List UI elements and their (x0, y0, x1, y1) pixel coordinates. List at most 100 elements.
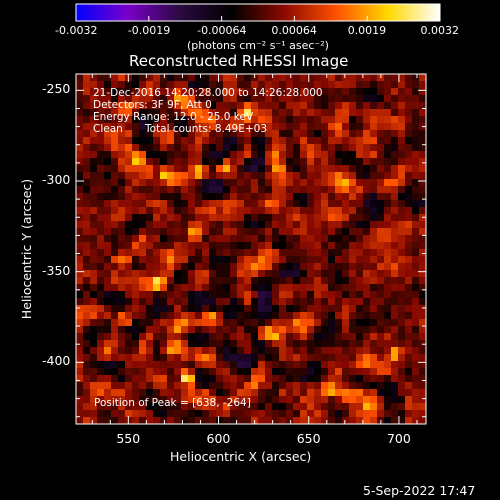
heatmap-cell (188, 165, 196, 173)
heatmap-cell (83, 333, 91, 341)
heatmap-cell (405, 186, 413, 194)
heatmap-cell (258, 354, 266, 362)
heatmap-cell (181, 165, 189, 173)
heatmap-cell (132, 158, 140, 166)
heatmap-cell (398, 214, 406, 222)
heatmap-cell (223, 228, 231, 236)
heatmap-cell (342, 305, 350, 313)
heatmap-cell (125, 333, 133, 341)
heatmap-cell (237, 417, 245, 424)
heatmap-cell (342, 95, 350, 103)
heatmap-cell (188, 207, 196, 215)
heatmap-cell (391, 228, 399, 236)
heatmap-cell (412, 179, 420, 187)
heatmap-cell (258, 417, 266, 424)
heatmap-cell (398, 403, 406, 411)
heatmap-cell (251, 305, 259, 313)
heatmap-cell (328, 347, 336, 355)
heatmap-cell (419, 221, 426, 229)
heatmap-cell (125, 368, 133, 376)
heatmap-cell (216, 88, 224, 96)
heatmap-cell (272, 137, 280, 145)
heatmap-cell (356, 263, 364, 271)
heatmap-cell (146, 389, 154, 397)
heatmap-cell (83, 396, 91, 404)
heatmap-cell (405, 396, 413, 404)
heatmap-cell (342, 88, 350, 96)
heatmap-cell (216, 340, 224, 348)
heatmap-cell (118, 207, 126, 215)
heatmap-cell (167, 228, 175, 236)
heatmap-cell (230, 95, 238, 103)
heatmap-cell (153, 368, 161, 376)
heatmap-cell (265, 277, 273, 285)
heatmap-cell (328, 165, 336, 173)
heatmap-cell (286, 214, 294, 222)
heatmap-cell (188, 200, 196, 208)
heatmap-cell (307, 151, 315, 159)
heatmap-cell (356, 179, 364, 187)
heatmap-cell (293, 95, 301, 103)
heatmap-cell (202, 298, 210, 306)
heatmap-cell (139, 333, 147, 341)
heatmap-cell (265, 193, 273, 201)
heatmap-cell (209, 417, 217, 424)
heatmap-cell (356, 165, 364, 173)
heatmap-cell (363, 389, 371, 397)
heatmap-cell (97, 242, 105, 250)
heatmap-cell (314, 221, 322, 229)
heatmap-cell (195, 389, 203, 397)
heatmap-cell (76, 102, 84, 110)
heatmap-cell (272, 221, 280, 229)
heatmap-cell (314, 242, 322, 250)
heatmap-cell (97, 214, 105, 222)
heatmap-cell (419, 74, 426, 82)
heatmap-cell (237, 186, 245, 194)
heatmap-cell (216, 368, 224, 376)
heatmap-cell (153, 207, 161, 215)
heatmap-cell (272, 228, 280, 236)
heatmap-cell (349, 340, 357, 348)
heatmap-cell (97, 235, 105, 243)
heatmap-cell (321, 417, 329, 424)
heatmap-cell (321, 158, 329, 166)
heatmap-cell (167, 109, 175, 117)
plot-frame (75, 73, 427, 425)
heatmap-cell (153, 214, 161, 222)
heatmap-cell (419, 410, 426, 418)
heatmap-cell (181, 214, 189, 222)
heatmap-cell (195, 179, 203, 187)
heatmap-cell (111, 354, 119, 362)
heatmap-cell (83, 214, 91, 222)
heatmap-cell (230, 130, 238, 138)
colorbar-tick-label: -0.00064 (197, 24, 247, 37)
heatmap-cell (370, 137, 378, 145)
heatmap-cell (265, 284, 273, 292)
heatmap-cell (370, 277, 378, 285)
heatmap-cell (244, 256, 252, 264)
heatmap-cell (307, 354, 315, 362)
heatmap-cell (279, 347, 287, 355)
heatmap-cell (272, 263, 280, 271)
heatmap-cell (412, 144, 420, 152)
heatmap-cell (356, 333, 364, 341)
heatmap-cell (321, 333, 329, 341)
heatmap-cell (104, 214, 112, 222)
heatmap-cell (209, 305, 217, 313)
heatmap-cell (328, 298, 336, 306)
heatmap-cell (342, 256, 350, 264)
colorbar-frame (75, 3, 441, 22)
heatmap-cell (384, 81, 392, 89)
heatmap-cell (349, 256, 357, 264)
heatmap-cell (76, 277, 84, 285)
heatmap-cell (104, 123, 112, 131)
heatmap-cell (300, 333, 308, 341)
heatmap-cell (181, 410, 189, 418)
heatmap-cell (160, 81, 168, 89)
heatmap-cell (265, 354, 273, 362)
heatmap-cell (153, 200, 161, 208)
heatmap-cell (363, 95, 371, 103)
y-axis-tick-label: -400 (42, 353, 71, 369)
heatmap-cell (167, 102, 175, 110)
heatmap-cell (202, 354, 210, 362)
